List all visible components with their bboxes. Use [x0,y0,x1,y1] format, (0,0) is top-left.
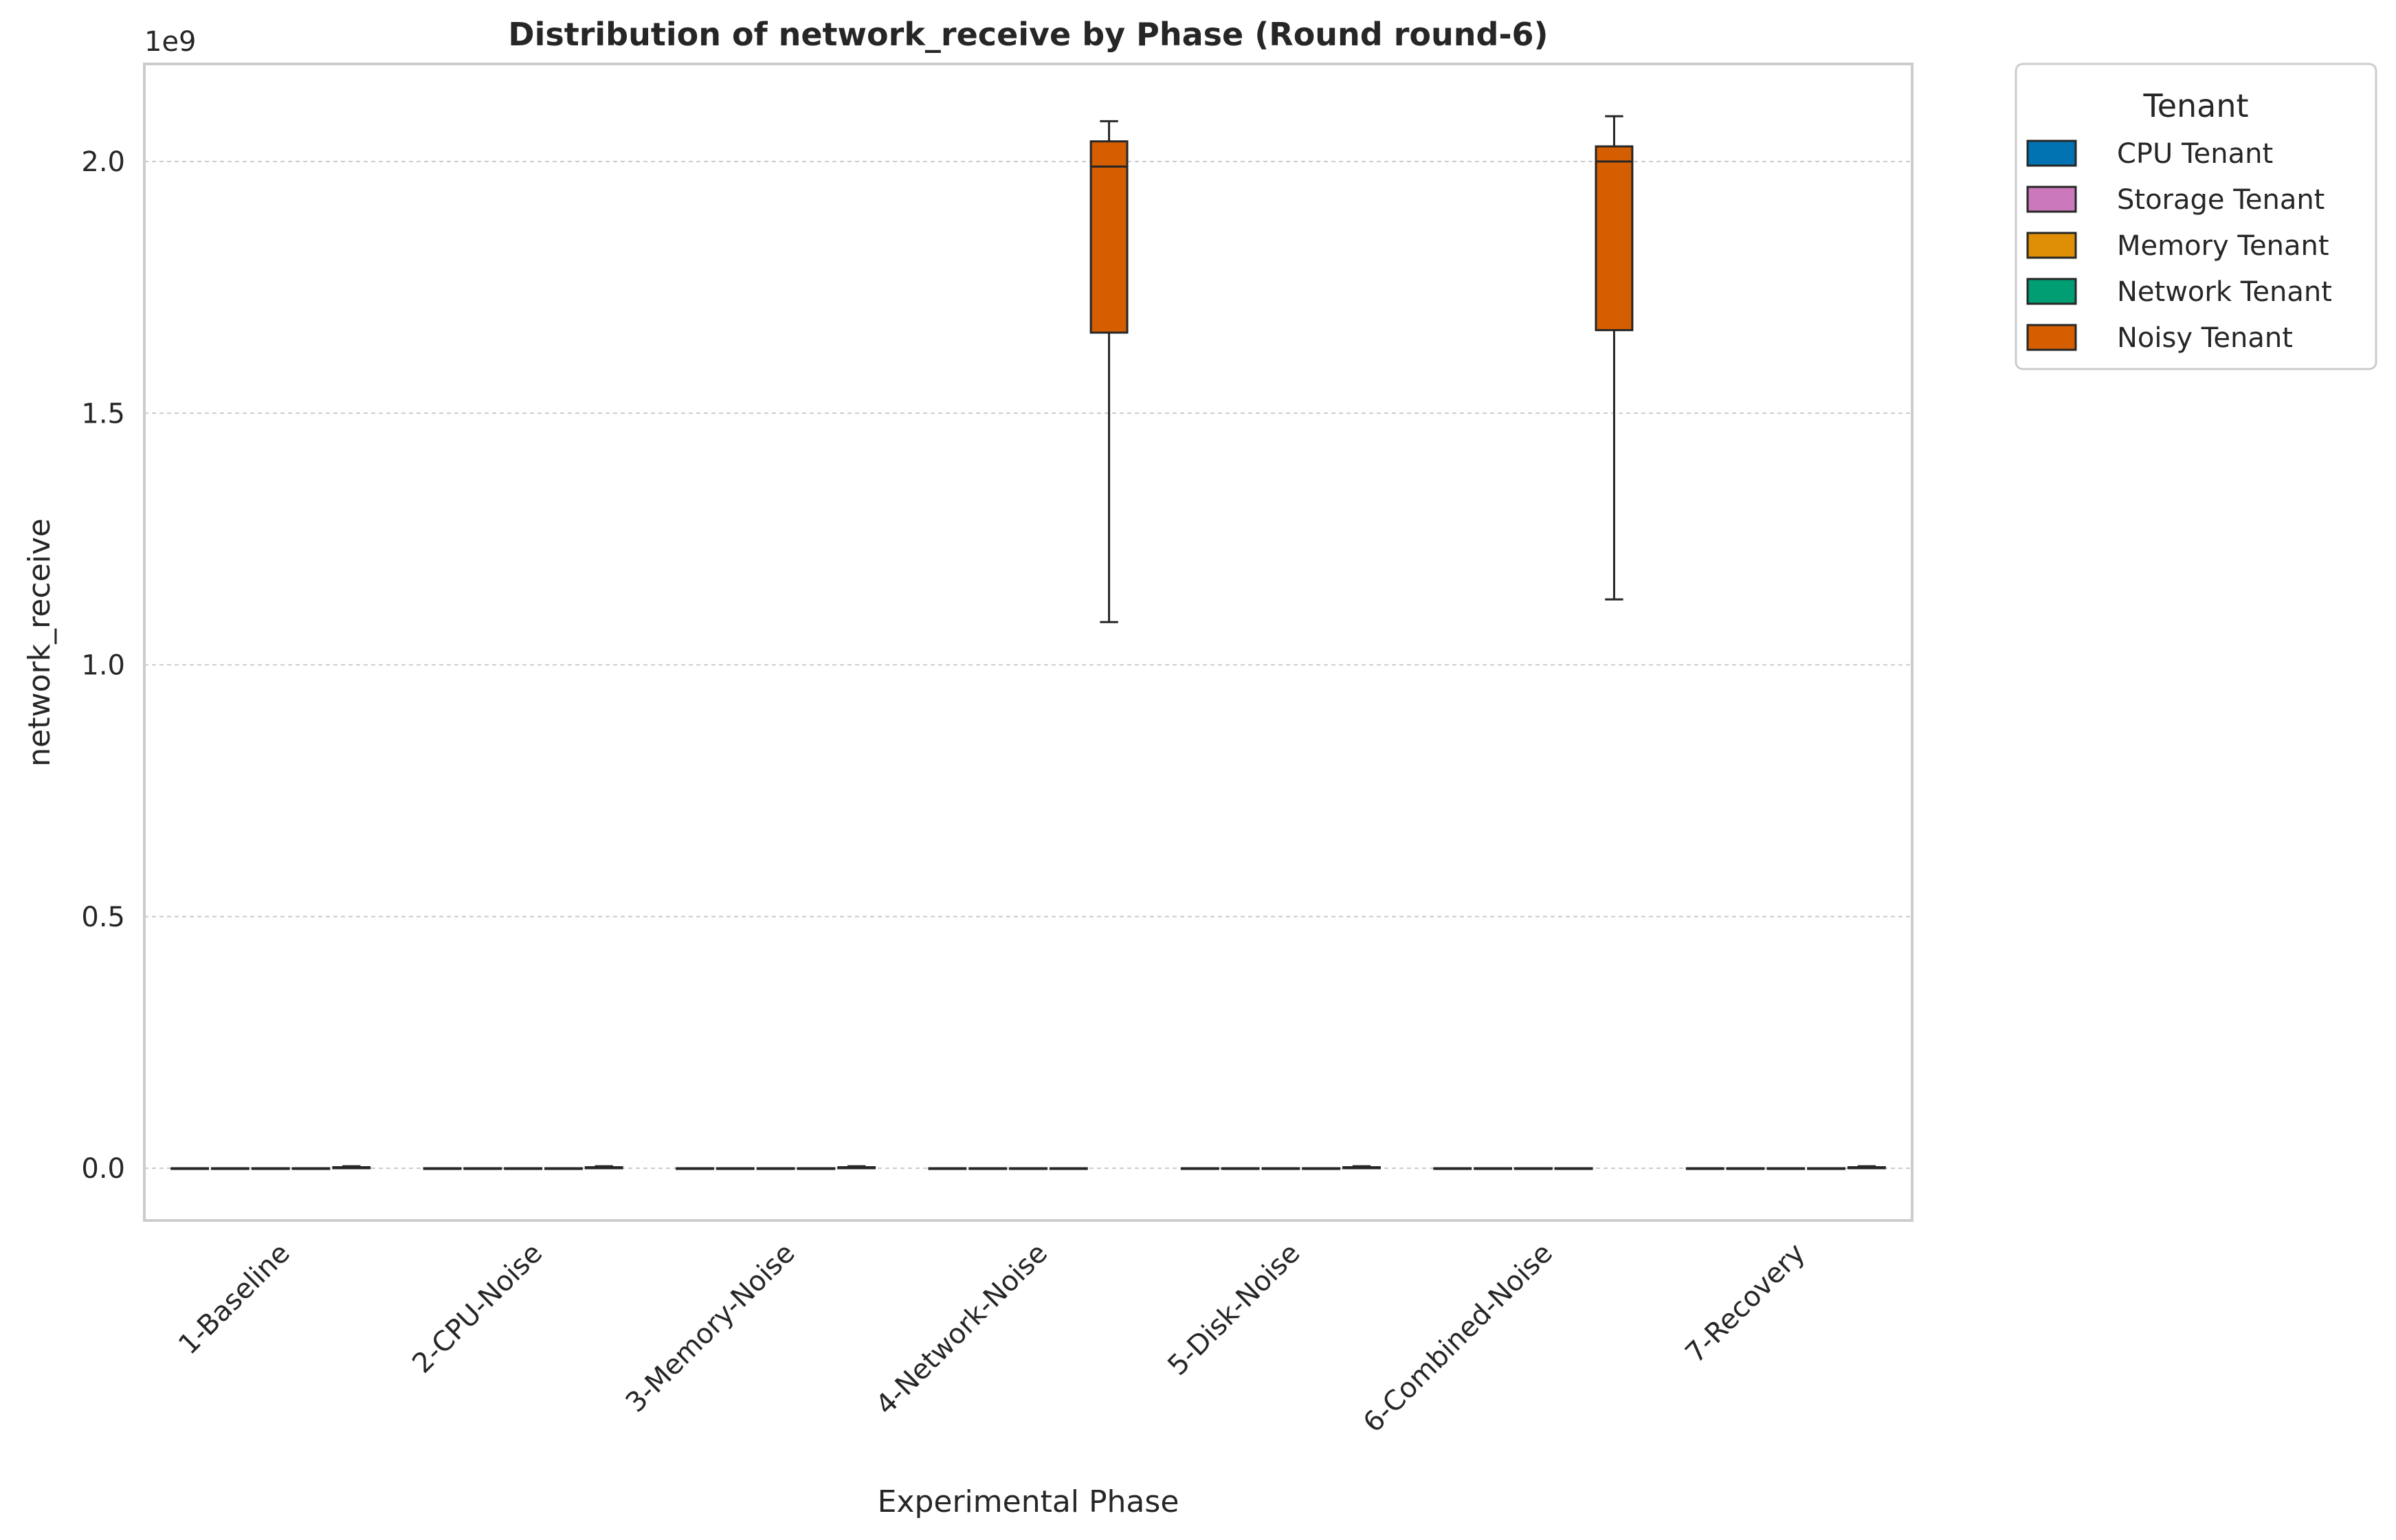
box-0-4 [1180,1167,1219,1170]
box-4-0 [332,1165,371,1170]
legend-label: Memory Tenant [2117,230,2329,262]
legend-swatch [2026,232,2077,259]
box-3-1 [544,1167,583,1170]
chart-title: Distribution of network_receive by Phase… [508,16,1548,53]
y-tick-label: 1.0 [81,650,125,682]
y-tick-label: 2.0 [81,146,125,178]
box-iqr [1595,145,1634,331]
y-tick-label: 0.0 [81,1153,125,1185]
legend-label: CPU Tenant [2117,138,2273,170]
box-2-2 [756,1167,795,1170]
legend-swatch [2026,278,2077,305]
box-0-0 [170,1167,210,1170]
box-2-1 [504,1167,543,1170]
box-2-5 [1513,1167,1553,1170]
box-4-2 [837,1165,876,1170]
y-axis-ticks: 0.0 0.5 1.0 1.5 2.0 [81,146,125,1185]
y-tick-label: 0.5 [81,902,125,933]
box-2-3 [1009,1167,1047,1170]
box-4-1 [584,1165,623,1170]
box-2-0 [251,1167,290,1170]
box-2-6 [1766,1167,1806,1170]
legend: Tenant CPU Tenant Storage Tenant Memory Te… [2015,63,2377,370]
box-0-2 [676,1167,714,1170]
plot-frame [143,63,1914,1222]
legend-items: CPU Tenant Storage Tenant Memory Tenant Net… [2026,138,2332,354]
legend-title: Tenant [2142,87,2248,124]
box-1-6 [1726,1167,1765,1170]
legend-frame [2015,63,2377,370]
box-iqr [1089,140,1129,334]
legend-label: Storage Tenant [2117,184,2325,216]
box-3-3 [1049,1167,1088,1170]
box-4-5 [1595,115,1634,601]
legend-swatch [2026,140,2077,167]
box-3-5 [1554,1167,1593,1170]
box-1-3 [968,1167,1008,1170]
box-4-4 [1342,1165,1381,1170]
box-3-2 [797,1167,836,1170]
legend-swatch [2026,324,2077,351]
box-1-1 [463,1167,502,1170]
box-0-5 [1433,1167,1472,1170]
box-plot-marks [170,115,1886,1170]
legend-label: Network Tenant [2117,276,2332,308]
box-1-0 [210,1167,249,1170]
box-1-2 [716,1167,755,1170]
box-4-3 [1089,120,1129,623]
y-tick-label: 1.5 [81,398,125,429]
box-1-4 [1221,1167,1260,1170]
box-3-0 [291,1167,331,1170]
box-4-6 [1847,1165,1886,1170]
box-3-4 [1302,1167,1341,1170]
box-3-6 [1807,1167,1846,1170]
box-0-3 [928,1167,967,1170]
y-offset-label: 1e9 [144,26,197,58]
box-1-5 [1474,1167,1513,1170]
x-axis-label: Experimental Phase [878,1484,1179,1519]
box-0-6 [1685,1167,1724,1170]
box-2-4 [1261,1167,1300,1170]
y-axis-label: network_receive [22,518,57,766]
legend-swatch [2026,186,2077,213]
box-0-1 [423,1167,462,1170]
legend-label: Noisy Tenant [2117,322,2293,354]
